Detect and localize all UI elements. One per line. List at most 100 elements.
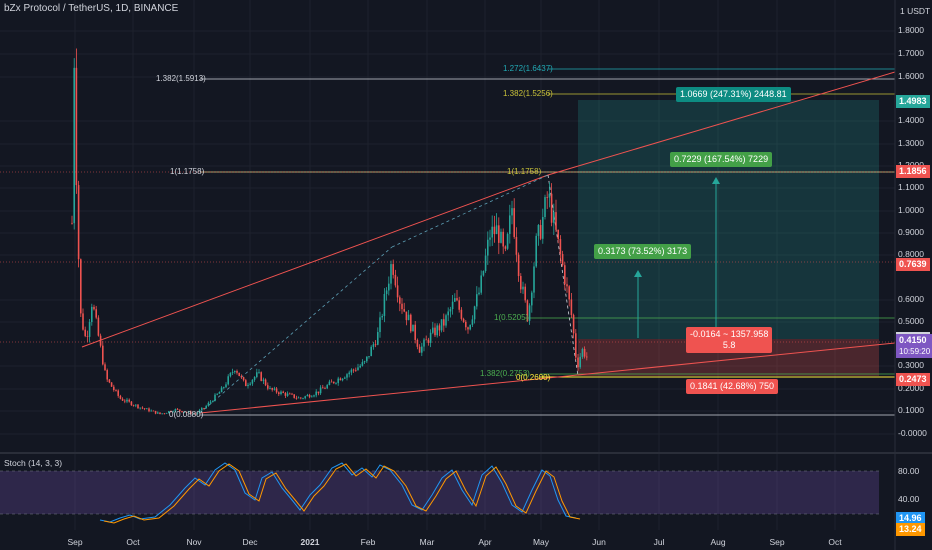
candle-body — [84, 329, 86, 337]
candle-body — [583, 348, 586, 357]
upper-trendline-ext[interactable] — [547, 71, 896, 176]
candle-body — [471, 319, 474, 325]
time-tick: Apr — [478, 537, 492, 547]
candle-body — [110, 382, 113, 387]
candle-body — [528, 305, 531, 321]
lower-trendline[interactable] — [199, 342, 896, 414]
candle-body — [539, 225, 542, 239]
candle-body — [388, 283, 390, 291]
candle-body — [256, 372, 258, 377]
candle-body — [535, 235, 537, 267]
candles — [71, 48, 588, 416]
current-pl-box[interactable]: -0.0164 ~ 1357.958 5.8 — [686, 327, 773, 353]
candle-body — [88, 322, 91, 337]
candle-body — [227, 376, 229, 385]
candle-body — [447, 311, 449, 316]
upper-trendline[interactable] — [81, 174, 549, 348]
bar-countdown: 10:59:20 — [899, 347, 931, 356]
candle-body — [379, 317, 381, 333]
last-price-value: 0.4150 — [899, 335, 927, 345]
candle-body — [106, 370, 108, 380]
candle-body — [282, 391, 284, 393]
time-tick: Oct — [828, 537, 842, 547]
candle-body — [236, 370, 238, 373]
candle-body — [159, 412, 161, 415]
candle-body — [130, 401, 133, 406]
candle-body — [522, 286, 524, 290]
candle-body — [348, 372, 350, 375]
candle-body — [311, 396, 313, 398]
candle-body — [361, 362, 364, 366]
fib-label-mid-0: 0(0.2600) — [516, 373, 551, 382]
candle-body — [458, 300, 460, 310]
candle-body — [291, 393, 293, 395]
candle-body — [146, 408, 148, 410]
candle-body — [280, 391, 282, 395]
candle-body — [148, 408, 150, 412]
candle-body — [531, 292, 533, 306]
target-zone — [578, 100, 879, 339]
candle-body — [517, 254, 520, 277]
candle-body — [326, 385, 328, 389]
candle-body — [293, 394, 295, 398]
candle-body — [176, 408, 179, 410]
candle-body — [559, 239, 562, 255]
time-tick: Aug — [710, 537, 726, 547]
candle-body — [561, 254, 564, 266]
candle-body — [513, 208, 515, 237]
candle-body — [328, 381, 331, 386]
candle-body — [278, 392, 280, 395]
fib-anchor-dashed-3 — [547, 174, 579, 377]
candle-body — [286, 393, 289, 396]
candle-body — [313, 395, 315, 397]
candle-body — [113, 386, 115, 391]
time-tick: 2021 — [300, 537, 320, 547]
candle-body — [579, 356, 581, 368]
candle-body — [119, 395, 122, 399]
candle-body — [269, 388, 271, 389]
candle-body — [478, 292, 480, 295]
candle-body — [245, 380, 247, 387]
candle-body — [251, 379, 254, 384]
stoch-title[interactable]: Stoch (14, 3, 3) — [4, 458, 63, 468]
candle-body — [500, 231, 502, 243]
stoch-tick-80: 80.00 — [898, 466, 920, 476]
candle-body — [366, 356, 368, 362]
candle-body — [537, 225, 540, 236]
candle-body — [201, 408, 203, 411]
candle-body — [429, 332, 432, 343]
candle-body — [77, 185, 80, 260]
candle-body — [284, 392, 287, 396]
current-pl-line2: 5.8 — [722, 340, 736, 350]
symbol-title[interactable]: bZx Protocol / TetherUS, 1D, BINANCE — [4, 3, 179, 14]
candle-body — [390, 264, 392, 284]
candle-body — [108, 379, 111, 383]
candle-body — [225, 384, 227, 388]
candle-body — [141, 407, 144, 409]
candle-body — [465, 321, 467, 328]
candle-body — [410, 314, 412, 332]
target-mid-box[interactable]: 0.7229 (167.54%) 7229 — [670, 152, 773, 167]
time-tick: Mar — [419, 537, 435, 547]
candle-body — [196, 412, 199, 414]
candle-body — [445, 315, 447, 326]
fib-label-left-1382: 1.382(1.5913) — [156, 74, 206, 83]
candle-body — [533, 266, 535, 293]
candle-body — [71, 222, 73, 224]
candle-body — [306, 394, 309, 397]
price-tick: 0.5000 — [898, 316, 924, 326]
candle-body — [454, 298, 456, 302]
currency-label[interactable]: 1 USDT — [900, 6, 930, 16]
fib-label-right-1: 1(1.1758) — [507, 167, 542, 176]
candle-body — [242, 377, 245, 381]
time-tick: Jul — [653, 537, 665, 547]
stop-box[interactable]: 0.1841 (42.68%) 750 — [686, 379, 779, 394]
target-low-box[interactable]: 0.3173 (73.52%) 3173 — [594, 244, 692, 259]
candle-body — [337, 378, 339, 383]
candle-body — [170, 411, 172, 412]
currency-name: USDT — [907, 6, 931, 16]
price-tick: 0.3000 — [898, 360, 924, 370]
target-total-box[interactable]: 1.0669 (247.31%) 2448.81 — [676, 87, 791, 102]
candle-body — [385, 290, 388, 294]
